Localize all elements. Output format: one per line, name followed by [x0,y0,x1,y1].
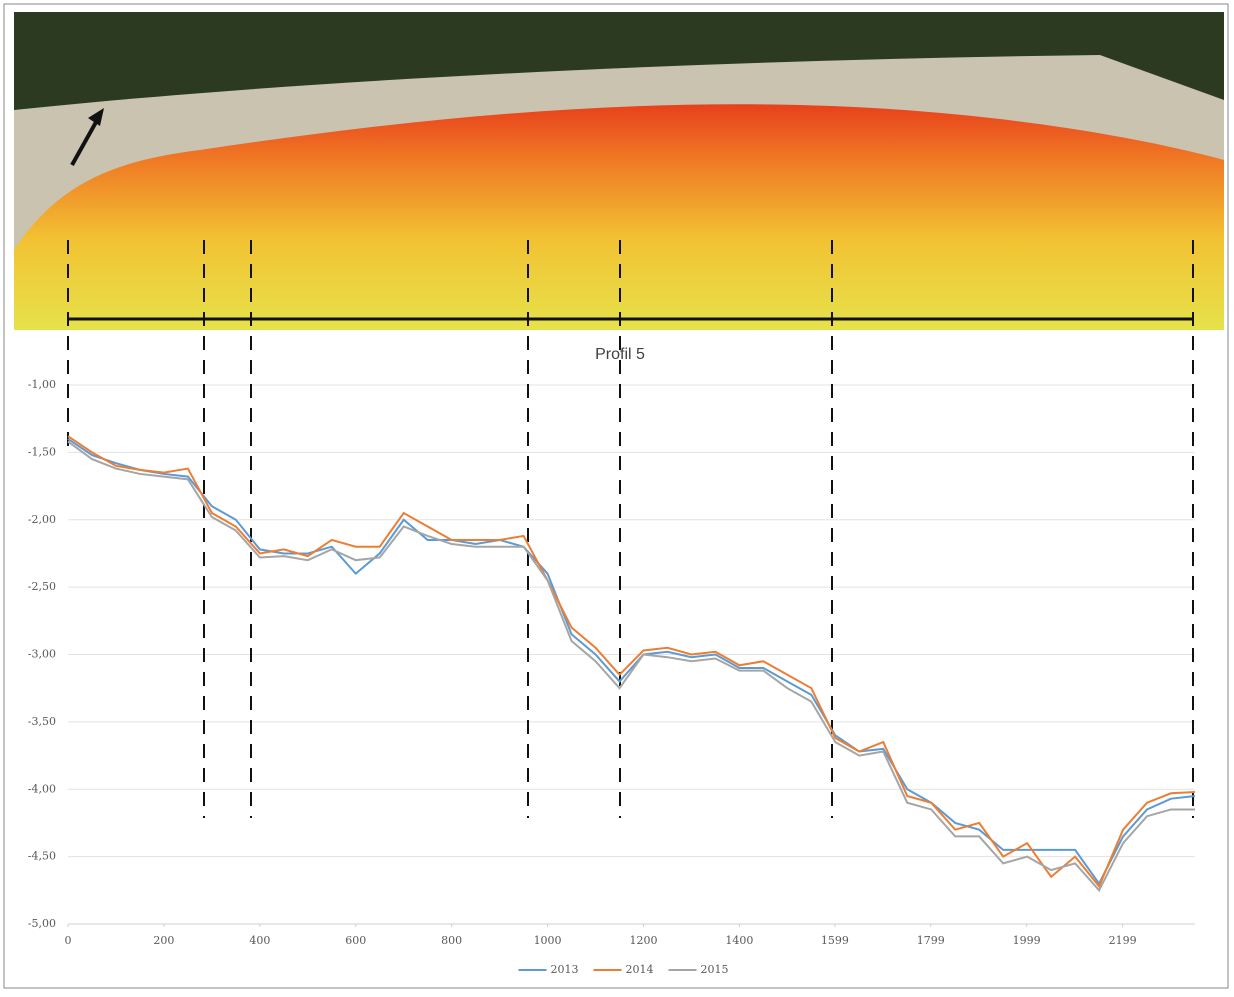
series-line [67,440,1195,893]
x-tick-label: 0 [65,934,72,947]
bathymetry [14,104,1224,330]
y-tick-label: -1,00 [28,378,56,391]
y-tick-label: -4,50 [28,850,56,863]
legend-label: 2014 [626,963,654,976]
y-tick-label: -2,00 [28,513,56,526]
x-tick-label: 1400 [725,934,753,947]
x-tick-label: 600 [345,934,366,947]
x-tick-label: 1799 [917,934,945,947]
x-tick-label: 1000 [534,934,562,947]
section-dividers [67,240,1194,818]
series-line [67,438,1196,886]
arrow-head [88,108,104,126]
chart-title: Profil 5 [595,346,645,363]
aerial-map [14,12,1224,330]
y-tick-label: -5,00 [28,917,56,930]
north-arrow [70,114,102,166]
x-tick-label: 400 [249,934,270,947]
y-tick-label: -4,00 [28,782,56,795]
x-tick-label: 200 [153,934,174,947]
y-tick-label: -1,50 [28,445,56,458]
legend-label: 2013 [551,963,579,976]
x-tick-label: 1999 [1013,934,1041,947]
legend-label: 2015 [701,963,729,976]
y-tick-label: -3,50 [28,715,56,728]
y-tick-label: -2,50 [28,580,56,593]
series-line [67,435,1196,889]
y-tick-label: -3,00 [28,648,56,661]
x-tick-label: 1599 [821,934,849,947]
x-tick-label: 1200 [629,934,657,947]
x-tick-label: 2199 [1109,934,1137,947]
x-tick-label: 800 [441,934,462,947]
grid [67,384,1195,927]
